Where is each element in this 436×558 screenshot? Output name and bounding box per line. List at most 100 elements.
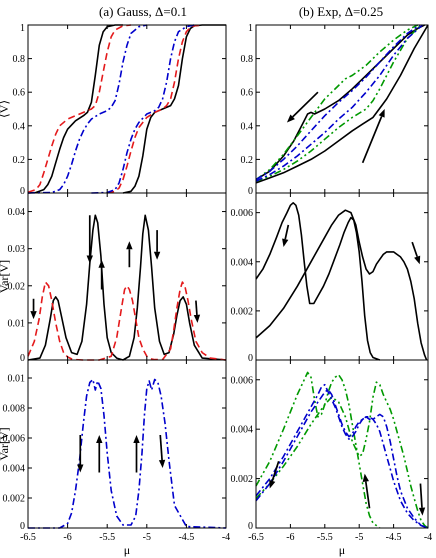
series-exp-var-color-0	[255, 371, 381, 529]
arrow-head-exp-v-0	[286, 114, 295, 123]
x-tick-label-gauss-var-blue-4: -4.5	[178, 532, 194, 543]
x-axis-label-gauss-var-blue: μ	[124, 543, 130, 557]
arrow-gauss-var-blue-3	[159, 434, 163, 461]
series-exp-v-3	[255, 24, 422, 182]
x-tick-label-exp-var-color-2: -5.5	[317, 532, 333, 543]
arrow-head-exp-v-1	[378, 109, 385, 118]
y-tick-label-exp-v-2: 0.4	[241, 121, 254, 132]
series-gauss-v-5	[91, 24, 195, 194]
panel-title-exp: (b) Exp, Δ=0.25	[299, 4, 383, 19]
y-axis-label-gauss-v: ⟨V⟩	[0, 100, 11, 118]
y-tick-label-gauss-var-black-2: 0.02	[8, 281, 26, 292]
y-tick-label-gauss-var-black-0: 0	[20, 353, 25, 364]
axes-frame-gauss-var-black	[27, 192, 227, 361]
x-tick-label-exp-var-color-3: -5	[355, 532, 363, 543]
arrow-head-gauss-var-black-1	[86, 255, 93, 264]
y-tick-label-exp-v-4: 0.8	[241, 54, 254, 65]
arrow-head-gauss-var-blue-2	[133, 435, 140, 443]
panel-exp-var-black: 0 0.002 0.004 0.006	[231, 192, 429, 364]
arrow-head-gauss-var-black-5	[193, 314, 201, 323]
axes-frame-exp-v	[255, 24, 429, 194]
x-tick-label-gauss-var-blue-2: -5.5	[99, 532, 115, 543]
arrow-exp-var-color-2	[419, 483, 423, 508]
y-tick-label-gauss-var-black-3: 0.03	[8, 244, 26, 255]
panel-exp-v: (b) Exp, Δ=0.25 0 0.2 0.4 0.6 0.8 1	[241, 4, 429, 197]
panel-gauss-var-black: 0 0.01 0.02 0.03 0.04 Var[V]	[0, 192, 227, 364]
x-tick-label-gauss-var-blue-1: -6	[63, 532, 71, 543]
series-exp-var-color-1	[255, 381, 429, 529]
series-exp-v-0	[255, 24, 425, 181]
panel-gauss-var-blue: 0 0.002 0.004 0.006 0.008 0.01 -6.5 -6 -5.5 -5 -4.…	[0, 359, 230, 557]
series-gauss-v-1	[122, 24, 226, 194]
arrow-head-gauss-var-black-2	[98, 259, 105, 268]
arrow-exp-var-color-0	[271, 461, 280, 482]
y-tick-label-gauss-v-5: 1	[20, 23, 25, 34]
y-tick-label-exp-var-black-1: 0.002	[231, 306, 254, 317]
y-axis-label-gauss-var-blue: Var[V]	[0, 427, 11, 460]
arrow-exp-var-black-0	[284, 224, 290, 240]
panel-gauss-v: (a) Gauss, Δ=0.1 0 0.2 0.4 0.6 0.8 1 ⟨V⟩	[0, 4, 227, 197]
series-exp-var-color-3	[255, 388, 429, 529]
y-tick-label-gauss-v-4: 0.8	[13, 54, 26, 65]
arrow-head-exp-var-color-1	[362, 473, 369, 483]
arrow-exp-v-1	[361, 116, 383, 164]
y-tick-label-exp-v-5: 1	[248, 23, 253, 34]
x-tick-label-exp-var-color-5: -4	[424, 532, 432, 543]
series-exp-var-black-0	[255, 202, 381, 361]
series-gauss-v-0	[27, 24, 123, 194]
y-tick-label-exp-var-color-1: 0.002	[231, 474, 254, 485]
series-exp-var-color-2	[255, 383, 429, 529]
x-tick-label-exp-var-color-1: -6	[286, 532, 294, 543]
series-exp-v-5	[255, 24, 424, 182]
axes-frame-exp-var-black	[255, 192, 429, 361]
axes-frame-gauss-var-blue	[27, 359, 227, 529]
arrow-gauss-var-black-5	[195, 300, 198, 315]
x-tick-label-gauss-var-blue-3: -5	[143, 532, 151, 543]
y-tick-label-gauss-var-blue-0: 0	[20, 521, 25, 532]
y-tick-label-gauss-var-blue-3: 0.006	[3, 434, 26, 445]
series-exp-v-1	[255, 24, 429, 184]
x-tick-label-exp-var-color-0: -6.5	[248, 532, 264, 543]
x-tick-label-gauss-var-blue-5: -4	[222, 532, 230, 543]
y-axis-label-gauss-var-black: Var[V]	[0, 260, 11, 293]
x-axis-label-exp-var-color: μ	[339, 543, 345, 557]
arrow-exp-var-color-1	[364, 481, 371, 509]
panel-exp-var-color: 0 0.002 0.004 0.006 -6.5 -6 -5.5 -5 -4.5 -4 μ	[231, 359, 432, 557]
series-exp-v-4	[255, 24, 421, 181]
y-tick-label-exp-v-3: 0.6	[241, 88, 254, 99]
arrow-exp-var-black-1	[411, 241, 418, 257]
series-exp-v-2	[255, 24, 419, 181]
series-gauss-v-4	[27, 24, 147, 194]
y-tick-label-gauss-var-blue-5: 0.01	[8, 374, 26, 385]
y-tick-label-exp-var-black-3: 0.006	[231, 208, 254, 219]
series-gauss-var-black-0	[27, 214, 227, 361]
arrow-head-exp-var-black-0	[282, 238, 289, 248]
y-tick-label-exp-var-black-2: 0.004	[231, 257, 254, 268]
y-tick-label-gauss-v-1: 0.2	[13, 155, 26, 166]
y-tick-label-exp-v-1: 0.2	[241, 155, 254, 166]
y-tick-label-exp-var-color-2: 0.004	[231, 425, 254, 436]
y-tick-label-exp-var-color-0: 0	[248, 521, 253, 532]
y-tick-label-exp-var-color-3: 0.006	[231, 375, 254, 386]
axes-frame-exp-var-color	[255, 359, 429, 529]
arrow-head-gauss-var-blue-3	[158, 459, 166, 468]
y-tick-label-gauss-var-black-1: 0.01	[8, 318, 26, 329]
series-gauss-var-black-1	[27, 281, 227, 361]
series-gauss-v-2	[27, 24, 132, 193]
series-exp-var-black-1	[255, 209, 428, 361]
y-tick-label-gauss-var-blue-2: 0.004	[3, 464, 26, 475]
series-gauss-v-3	[107, 24, 203, 194]
series-gauss-var-blue-0	[28, 378, 227, 529]
arrow-head-gauss-var-blue-0	[77, 464, 84, 473]
y-tick-label-exp-v-0: 0	[248, 186, 253, 197]
y-tick-label-gauss-var-blue-4: 0.008	[3, 404, 26, 415]
arrow-head-gauss-var-blue-1	[96, 435, 103, 443]
x-tick-label-gauss-var-blue-0: -6.5	[20, 532, 36, 543]
y-tick-label-gauss-var-blue-1: 0.002	[3, 494, 26, 505]
y-tick-label-gauss-var-black-4: 0.04	[8, 207, 26, 218]
arrow-head-exp-var-black-1	[414, 255, 421, 265]
y-tick-label-gauss-v-2: 0.4	[13, 121, 26, 132]
arrow-head-gauss-var-black-3	[126, 241, 133, 250]
panel-title-gauss: (a) Gauss, Δ=0.1	[99, 4, 187, 19]
